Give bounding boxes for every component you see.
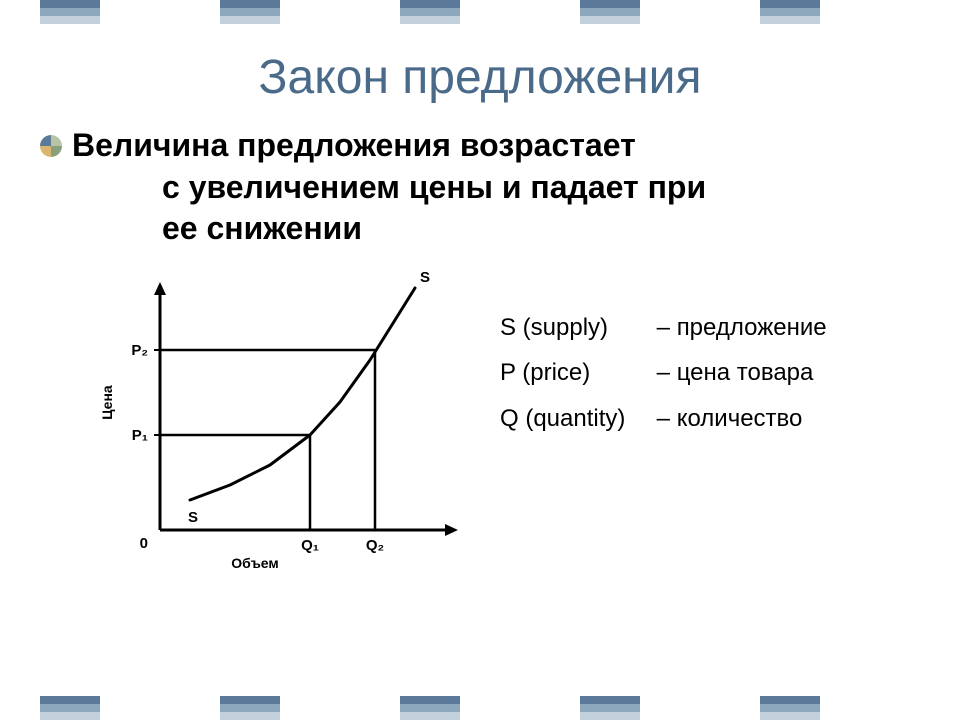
supply-chart: P₂ P₁ Q₁ Q₂ 0 Объем Цена S S bbox=[90, 270, 470, 570]
bullet-row: Величина предложения возрастает с увелич… bbox=[40, 125, 920, 250]
legend: S (supply) – предложение P (price) – цен… bbox=[500, 270, 827, 570]
legend-row-s: S (supply) – предложение bbox=[500, 305, 827, 351]
svg-text:0: 0 bbox=[140, 535, 148, 552]
bottom-border bbox=[0, 696, 960, 720]
legend-val: – количество bbox=[657, 405, 803, 432]
svg-text:Q₁: Q₁ bbox=[301, 537, 319, 554]
svg-text:P₁: P₁ bbox=[132, 427, 148, 444]
legend-row-p: P (price) – цена товара bbox=[500, 350, 827, 396]
slide-title: Закон предложения bbox=[40, 50, 920, 105]
svg-text:P₂: P₂ bbox=[131, 342, 148, 359]
legend-key: Q (quantity) bbox=[500, 396, 650, 442]
svg-text:Q₂: Q₂ bbox=[366, 537, 384, 554]
top-border bbox=[0, 0, 960, 24]
subtitle-line-3: ее снижении bbox=[72, 208, 706, 250]
subtitle-line-2: с увеличением цены и падает при bbox=[72, 167, 706, 209]
legend-val: – цена товара bbox=[657, 359, 814, 386]
subtitle-line-1: Величина предложения возрастает bbox=[72, 127, 636, 163]
pie-bullet-icon bbox=[40, 135, 62, 157]
svg-text:Цена: Цена bbox=[99, 385, 115, 420]
legend-val: – предложение bbox=[657, 314, 827, 341]
subtitle-text: Величина предложения возрастает с увелич… bbox=[72, 125, 706, 250]
svg-text:S: S bbox=[188, 509, 198, 526]
slide-content: Закон предложения Величина предложения в… bbox=[0, 30, 960, 570]
legend-key: P (price) bbox=[500, 350, 650, 396]
legend-row-q: Q (quantity) – количество bbox=[500, 396, 827, 442]
svg-text:Объем: Объем bbox=[231, 555, 279, 570]
main-row: P₂ P₁ Q₁ Q₂ 0 Объем Цена S S S (supply) – предло… bbox=[90, 270, 920, 570]
svg-text:S: S bbox=[420, 270, 430, 286]
legend-key: S (supply) bbox=[500, 305, 650, 351]
